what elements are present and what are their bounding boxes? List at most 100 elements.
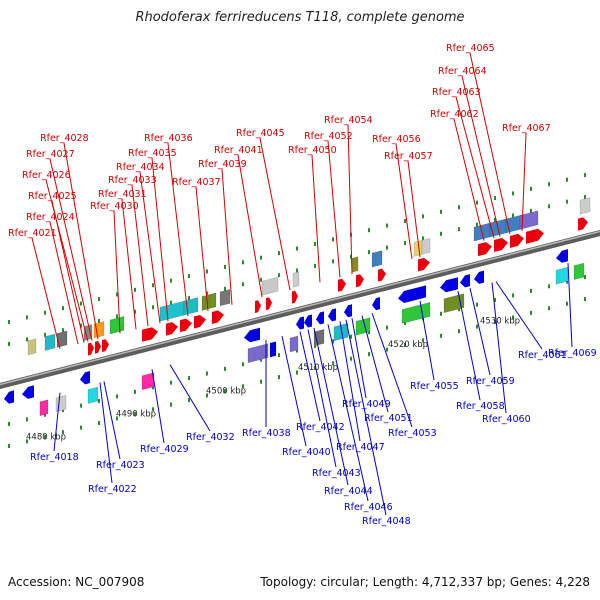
forward-leader-line	[395, 143, 413, 260]
guide-tick	[530, 288, 532, 293]
guide-tick	[386, 223, 388, 228]
guide-tick	[170, 300, 172, 305]
forward-gene-label: Rfer_4067	[502, 123, 551, 134]
guide-tick	[44, 412, 46, 417]
reverse-gene-arrow	[372, 297, 380, 311]
guide-tick	[206, 291, 208, 296]
guide-tick	[530, 186, 532, 191]
guide-tick	[296, 246, 298, 251]
guide-tick	[548, 306, 550, 311]
guide-tick	[332, 259, 334, 264]
guide-tick	[584, 275, 586, 280]
feature-block	[159, 300, 185, 322]
guide-tick	[116, 314, 118, 319]
reverse-leader-line	[361, 315, 389, 413]
feature-block	[141, 372, 155, 391]
feature-block	[93, 321, 105, 339]
guide-tick	[260, 277, 262, 282]
guide-tick	[386, 325, 388, 330]
guide-tick	[458, 329, 460, 334]
feature-block	[443, 293, 465, 314]
guide-tick	[278, 251, 280, 256]
reverse-gene-arrow	[4, 390, 14, 404]
guide-tick	[98, 319, 100, 324]
guide-tick	[386, 347, 388, 352]
reverse-leader-line	[351, 318, 367, 399]
guide-tick	[458, 307, 460, 312]
forward-gene-label: Rfer_4031	[98, 189, 147, 200]
guide-tick	[44, 332, 46, 337]
guide-tick	[512, 293, 514, 298]
guide-tick	[206, 269, 208, 274]
guide-tick	[584, 297, 586, 302]
guide-tick	[170, 278, 172, 283]
guide-tick	[152, 385, 154, 390]
reverse-gene-arrow	[304, 314, 312, 328]
forward-gene-arrow	[102, 339, 109, 352]
forward-leader-line	[195, 186, 209, 312]
reverse-leader-line	[491, 282, 507, 414]
guide-tick	[80, 425, 82, 430]
feature-block	[289, 335, 299, 353]
guide-tick	[314, 263, 316, 268]
forward-gene-arrow	[212, 310, 224, 324]
forward-leader-line	[49, 221, 79, 345]
guide-tick	[404, 342, 406, 347]
forward-gene-label: Rfer_4027	[26, 149, 75, 160]
guide-tick	[242, 384, 244, 389]
feature-block	[219, 289, 231, 307]
guide-tick	[530, 310, 532, 315]
guide-tick	[224, 264, 226, 269]
reverse-gene-label: Rfer_4023	[96, 460, 145, 471]
forward-gene-label: Rfer_4057	[384, 151, 433, 162]
forward-leader-line	[221, 168, 233, 305]
guide-tick	[332, 237, 334, 242]
forward-leader-line	[455, 96, 495, 239]
forward-gene-arrow	[194, 315, 206, 329]
forward-gene-arrow	[166, 322, 178, 336]
guide-tick	[152, 305, 154, 310]
guide-tick	[350, 334, 352, 339]
guide-tick	[440, 311, 442, 316]
forward-gene-label: Rfer_4028	[40, 133, 89, 144]
feature-block	[555, 266, 569, 285]
forward-leader-line	[327, 140, 341, 278]
reverse-gene-label: Rfer_4038	[242, 428, 291, 439]
forward-gene-label: Rfer_4034	[116, 162, 165, 173]
forward-gene-arrow	[338, 278, 346, 292]
forward-gene-label: Rfer_4036	[144, 133, 193, 144]
feature-block	[56, 330, 68, 348]
forward-gene-arrow	[494, 237, 508, 253]
reverse-leader-line	[299, 331, 321, 422]
guide-tick	[134, 411, 136, 416]
guide-tick	[440, 333, 442, 338]
reverse-gene-label: Rfer_4049	[342, 399, 391, 410]
forward-leader-line	[311, 154, 321, 283]
forward-gene-label: Rfer_4025	[28, 191, 77, 202]
forward-gene-label: Rfer_4063	[432, 87, 481, 98]
guide-tick	[224, 388, 226, 393]
forward-leader-line	[139, 171, 161, 324]
guide-tick	[404, 218, 406, 223]
reverse-gene-label: Rfer_4053	[388, 428, 437, 439]
guide-tick	[152, 283, 154, 288]
guide-tick	[98, 297, 100, 302]
forward-gene-label: Rfer_4030	[90, 201, 139, 212]
guide-tick	[26, 417, 28, 422]
guide-tick	[8, 319, 10, 324]
reverse-gene-arrow	[80, 371, 90, 385]
guide-tick	[566, 279, 568, 284]
guide-tick	[206, 371, 208, 376]
forward-gene-label: Rfer_4035	[128, 148, 177, 159]
guide-tick	[116, 394, 118, 399]
forward-leader-line	[113, 210, 121, 334]
forward-gene-arrow	[266, 297, 272, 311]
guide-tick	[26, 439, 28, 444]
forward-leader-line	[237, 154, 263, 298]
feature-block	[27, 338, 37, 356]
genome-backbone	[0, 230, 600, 389]
guide-tick	[62, 408, 64, 413]
forward-gene-label: Rfer_4041	[214, 145, 263, 156]
feature-block	[579, 197, 591, 215]
